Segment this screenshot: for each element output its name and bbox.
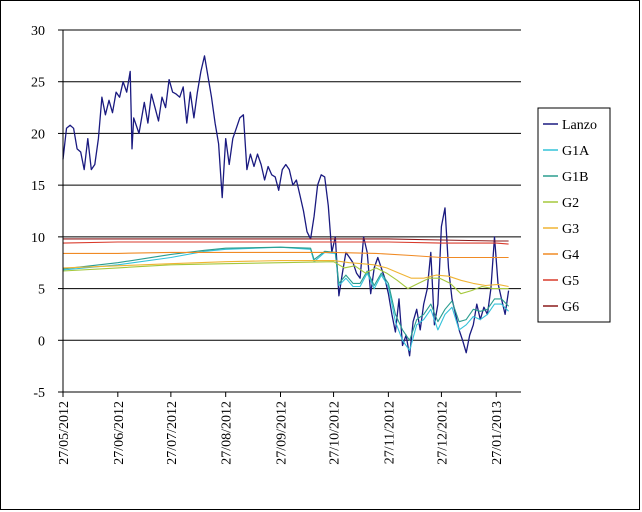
y-tick-labels: -5 0 5 10 15 20 25 30	[31, 24, 45, 401]
legend-label-g1a: G1A	[562, 144, 590, 159]
legend-label-g4: G4	[562, 248, 579, 263]
series-line-g2	[62, 261, 509, 295]
y-tick-label: -5	[33, 386, 45, 401]
y-tick-label: 20	[31, 127, 45, 142]
x-tick-label: 27/10/2012	[328, 401, 343, 465]
legend: Lanzo G1A G1B G2 G3 G4 G5 G6	[537, 107, 611, 323]
series-lines	[62, 55, 510, 357]
y-tick-label: 25	[31, 76, 45, 91]
x-tick-labels: 27/05/2012 27/06/2012 27/07/2012 27/08/2012…	[57, 401, 505, 465]
x-tick-label: 27/01/2013	[490, 401, 505, 465]
x-tick-label: 27/09/2012	[275, 401, 290, 465]
series-line-g5	[62, 241, 509, 245]
series-line-g4	[63, 251, 509, 259]
series-line-g1b	[62, 246, 509, 341]
x-tick-label: 27/05/2012	[57, 401, 72, 465]
y-tick-label: 5	[38, 283, 45, 298]
y-tick-label: 10	[31, 231, 45, 246]
series-line-g6	[63, 238, 509, 242]
legend-label-lanzo: Lanzo	[562, 118, 597, 133]
gridlines	[63, 29, 521, 341]
y-tick-label: 30	[31, 24, 45, 39]
y-tick-label: 15	[31, 179, 45, 194]
x-tick-label: 27/07/2012	[165, 401, 180, 465]
series-line-lanzo	[62, 55, 510, 357]
legend-label-g2: G2	[562, 196, 579, 211]
x-tick-label: 27/11/2012	[382, 401, 397, 464]
legend-box	[537, 107, 611, 323]
series-line-g3	[62, 260, 509, 288]
axes	[58, 29, 521, 397]
legend-label-g6: G6	[562, 300, 579, 315]
x-tick-label: 27/08/2012	[220, 401, 235, 465]
legend-label-g1b: G1B	[562, 170, 588, 185]
legend-label-g3: G3	[562, 222, 579, 237]
x-tick-label: 27/06/2012	[112, 401, 127, 465]
series-line-g1a	[62, 246, 509, 352]
y-tick-label: 0	[38, 334, 45, 349]
x-tick-label: 27/12/2012	[435, 401, 450, 465]
legend-label-g5: G5	[562, 274, 579, 289]
